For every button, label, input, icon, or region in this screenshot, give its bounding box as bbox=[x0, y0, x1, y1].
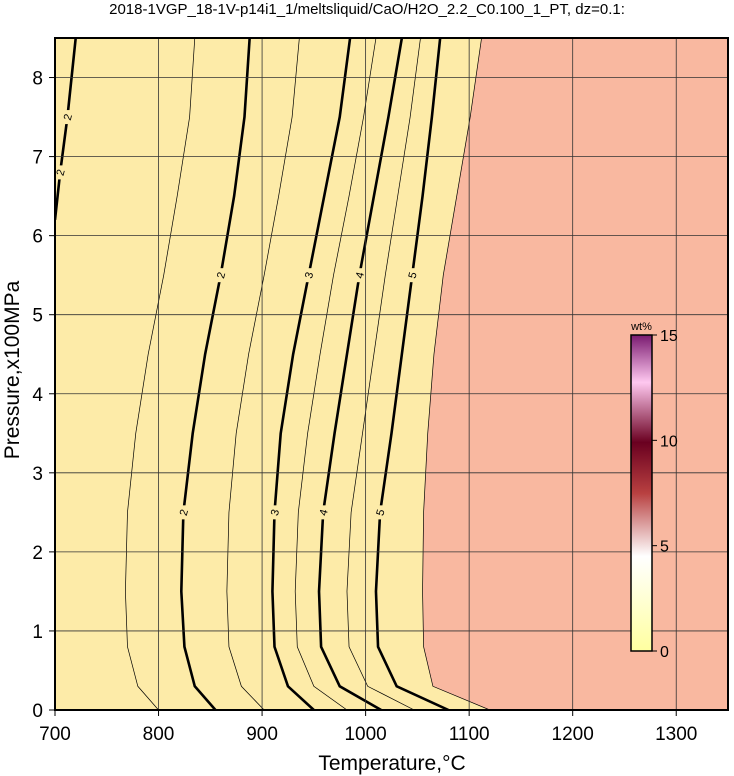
x-tick-label: 1200 bbox=[552, 724, 594, 745]
contour-label: 4 bbox=[318, 508, 331, 517]
contour-line bbox=[422, 38, 490, 710]
contour-label: 3 bbox=[269, 508, 282, 517]
colorbar-tick-label: 5 bbox=[660, 539, 669, 556]
contour-line bbox=[271, 38, 352, 710]
contour-label-bg bbox=[62, 110, 73, 125]
low-region bbox=[55, 38, 490, 710]
contour-label-bg bbox=[269, 505, 280, 520]
x-axis-label: Temperature,°C bbox=[318, 752, 465, 775]
y-tick-label: 3 bbox=[32, 464, 43, 485]
contour-label-bg bbox=[354, 268, 365, 283]
plot-area: 2 2 2 2 3 3 4 4 5 5 bbox=[55, 38, 728, 710]
contour-line bbox=[180, 38, 251, 710]
y-tick-label: 8 bbox=[32, 69, 43, 90]
overlay: 700 800 900 1000 1100 1200 1300 0 1 2 3 4 5 6 7 8 wt% 0 5 1… bbox=[32, 37, 729, 745]
contour-label-bg bbox=[55, 165, 66, 180]
contour-label-bg bbox=[407, 268, 418, 283]
plot-frame bbox=[54, 37, 729, 711]
contour-label: 2 bbox=[55, 168, 68, 177]
y-tick-label: 5 bbox=[32, 306, 43, 327]
contour-label-bg bbox=[375, 505, 386, 520]
contour-line bbox=[125, 38, 196, 710]
x-tick-label: 900 bbox=[246, 724, 278, 745]
contour-label: 4 bbox=[354, 271, 367, 280]
contour-label-bg bbox=[215, 268, 226, 283]
y-tick-label: 6 bbox=[32, 227, 43, 248]
contour-label-bg bbox=[178, 505, 189, 520]
contour-line bbox=[226, 38, 300, 710]
contour-line bbox=[374, 38, 449, 710]
contour-line bbox=[346, 38, 421, 710]
contour-label-bg bbox=[318, 505, 329, 520]
contour-line bbox=[317, 38, 404, 710]
colorbar-tick-label: 15 bbox=[660, 328, 678, 345]
y-tick-label: 2 bbox=[32, 543, 43, 564]
contour-label: 5 bbox=[374, 508, 387, 517]
colorbar-tick-label: 0 bbox=[660, 644, 669, 661]
y-tick-label: 0 bbox=[32, 701, 43, 722]
x-tick-label: 1000 bbox=[344, 724, 386, 745]
x-tick-label: 1300 bbox=[655, 724, 697, 745]
chart-title: 2018-1VGP_18-1V-p14i1_1/meltsliquid/CaO/… bbox=[109, 1, 625, 18]
y-axis-label: Pressure,x100MPa bbox=[1, 280, 24, 459]
colorbar-label: wt% bbox=[630, 321, 652, 333]
colorbar bbox=[630, 334, 653, 652]
x-tick-label: 700 bbox=[39, 724, 71, 745]
y-tick-label: 1 bbox=[32, 622, 43, 643]
contour-label: 5 bbox=[407, 271, 420, 280]
y-tick-label: 4 bbox=[32, 385, 43, 406]
contour-label: 2 bbox=[215, 271, 228, 280]
contour-label: 3 bbox=[303, 271, 316, 280]
contour-label: 2 bbox=[62, 113, 75, 122]
x-tick-label: 1100 bbox=[449, 724, 490, 745]
contour-label: 2 bbox=[178, 508, 191, 517]
contour-label-bg bbox=[303, 268, 314, 283]
contour-line bbox=[294, 38, 377, 710]
y-tick-label: 7 bbox=[32, 148, 43, 169]
x-tick-label: 800 bbox=[143, 724, 175, 745]
colorbar-tick-label: 10 bbox=[660, 433, 678, 450]
